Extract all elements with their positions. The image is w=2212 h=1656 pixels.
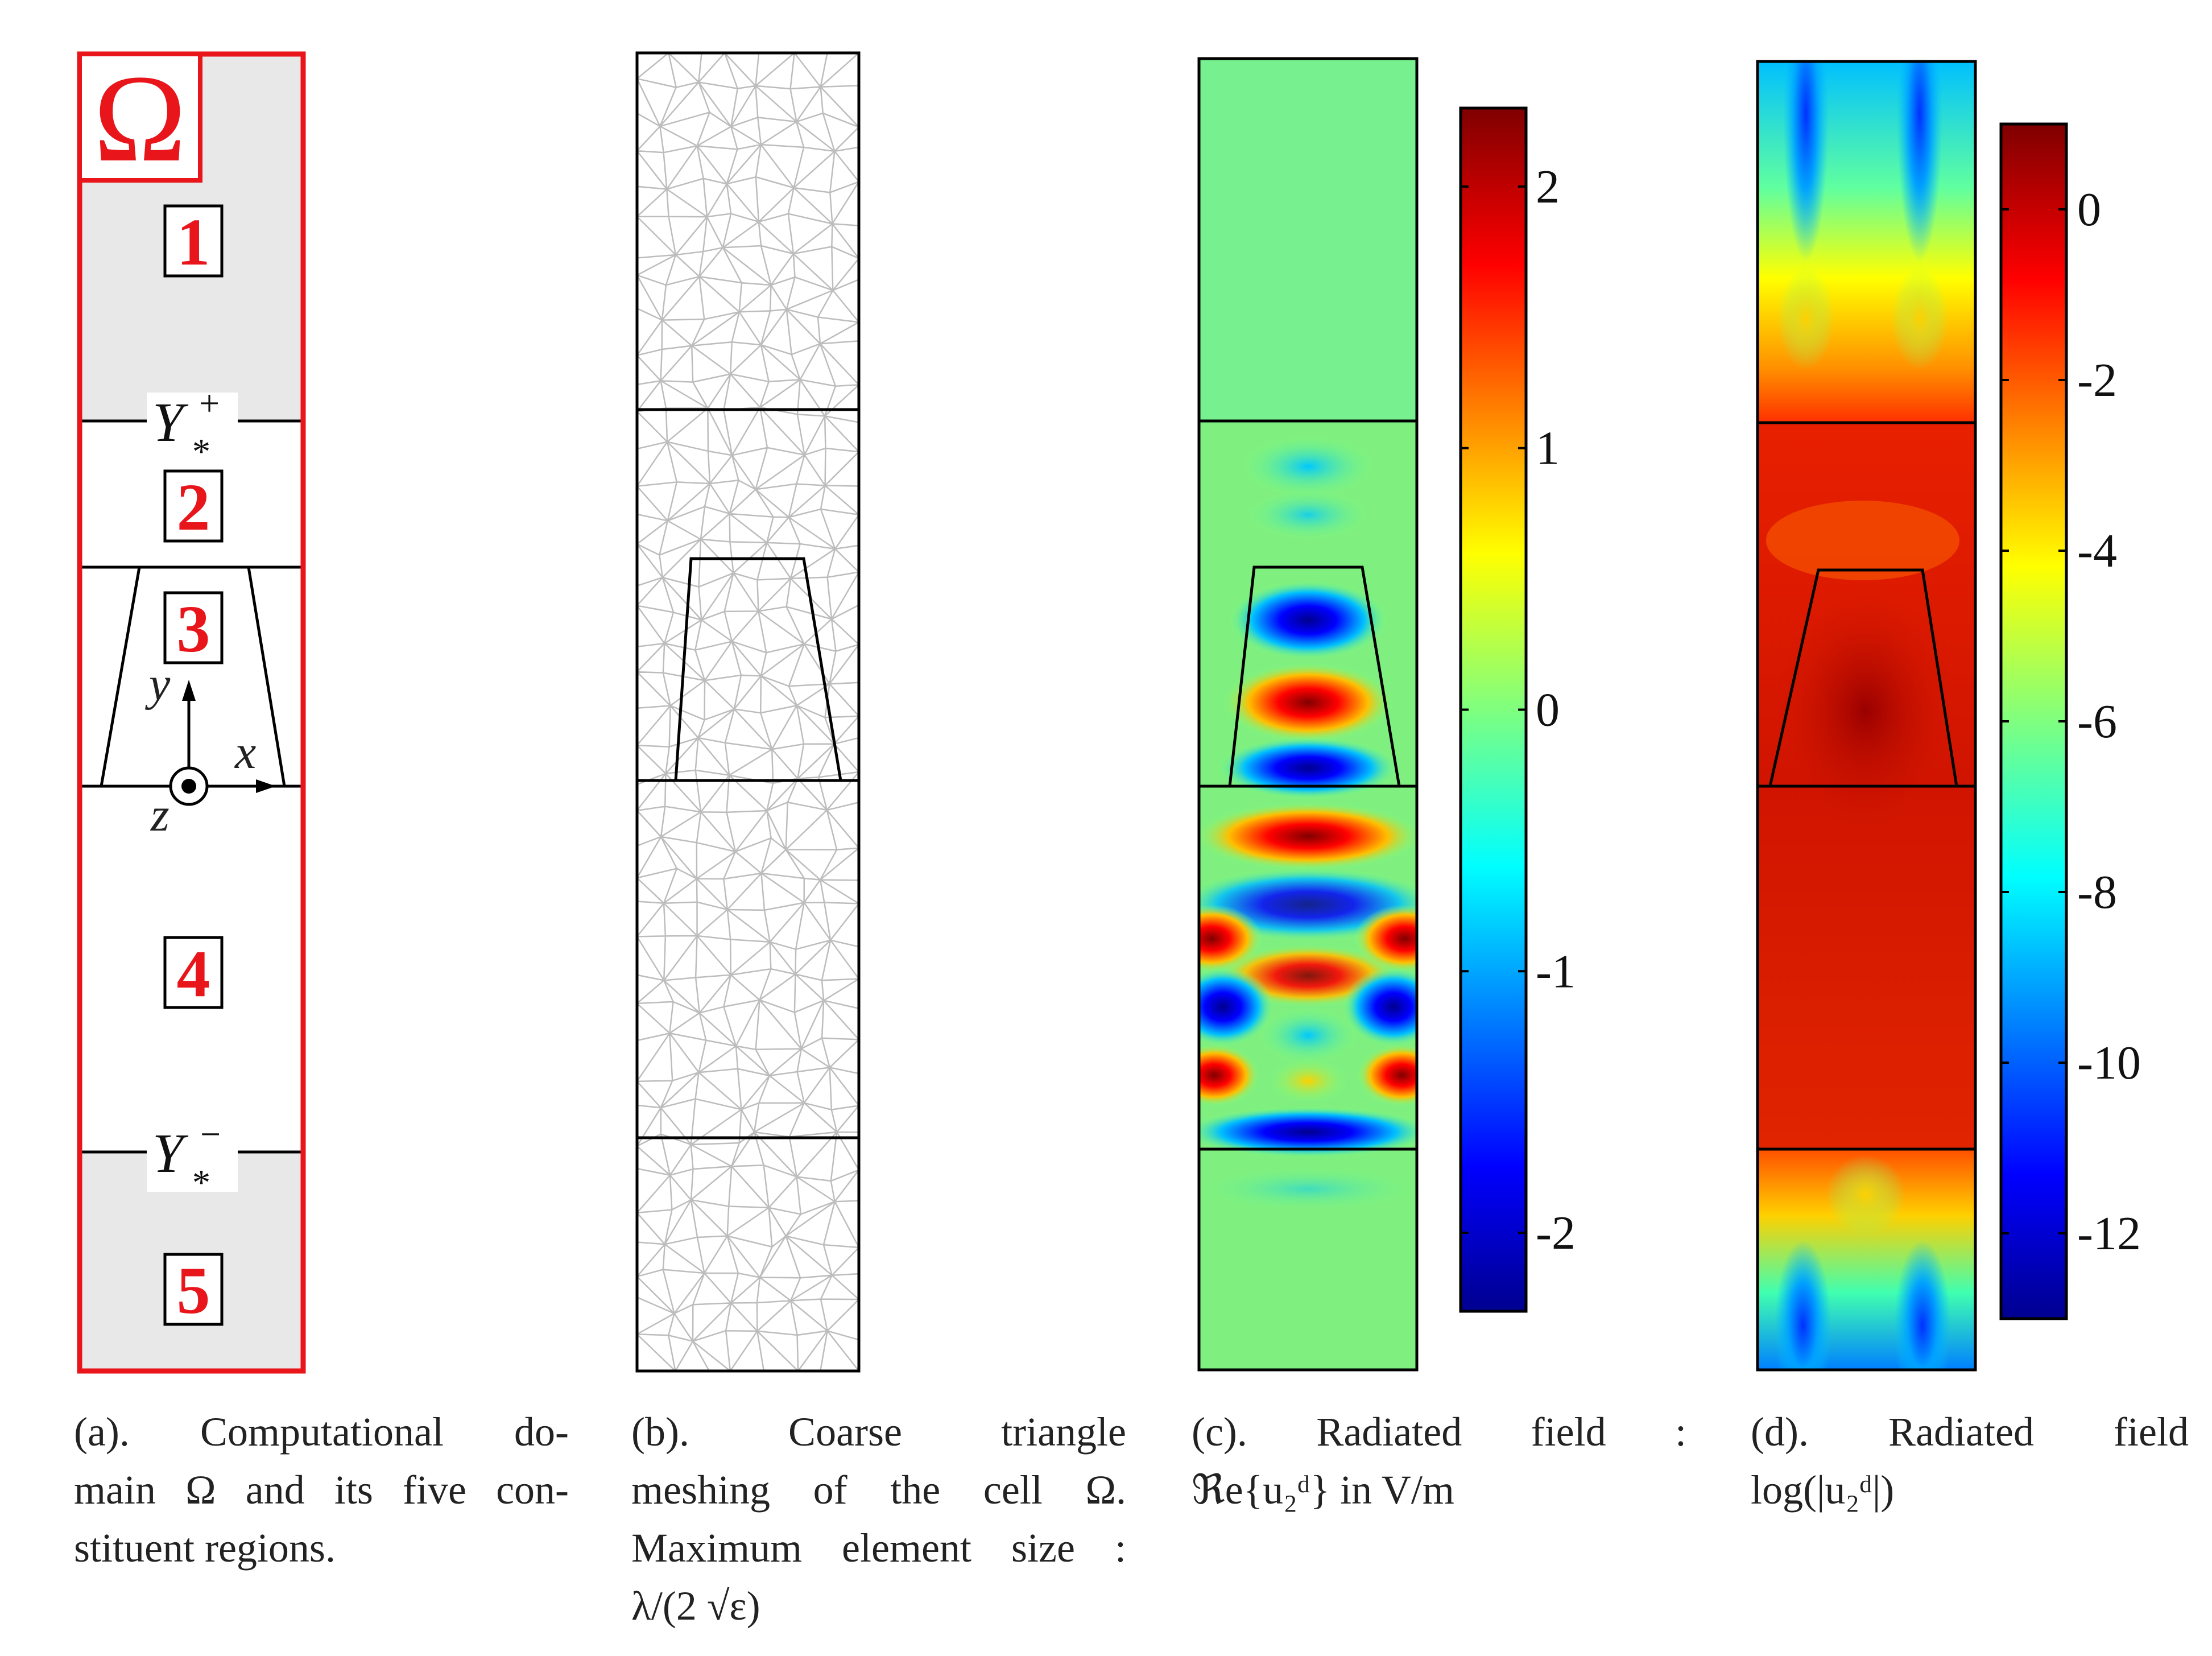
field-c-wave-3	[1223, 663, 1394, 742]
caption-b-line-1: (b). Coarse triangle	[631, 1409, 1126, 1455]
colorbar-d-tick-label: -4	[2077, 525, 2117, 577]
axis-z-label: z	[150, 788, 169, 841]
colorbar-d-tick-label: -10	[2077, 1036, 2141, 1089]
colorbar-d-tick-label: 0	[2077, 183, 2101, 236]
field-d-core	[1769, 580, 1962, 842]
colorbar-d	[1999, 122, 2068, 1320]
colorbar-d-tick-label: -6	[2077, 695, 2117, 748]
colorbar-d-tick-label: -2	[2077, 354, 2117, 407]
svg-text:Y: Y	[152, 392, 189, 453]
svg-text:4: 4	[177, 936, 210, 1011]
svg-text:1: 1	[177, 205, 210, 279]
colorbar-c-tick-label: -2	[1536, 1207, 1576, 1259]
colorbar-c-tick-label: 2	[1536, 160, 1560, 213]
caption-d-line-2: log(|u₂ᵈ|)	[1751, 1467, 1895, 1513]
y-plus-label: Y + *	[147, 383, 238, 472]
region-label-3: 3	[163, 591, 224, 666]
mesh-border	[635, 51, 861, 1373]
colorbar-c-tick-label: 0	[1536, 684, 1560, 737]
svg-text:2: 2	[177, 470, 210, 544]
axis-x-label: x	[234, 726, 256, 779]
colorbar-d-ticks: 0 -2 -4 -6 -8 -10 -12	[2001, 183, 2141, 1260]
region-label-5: 5	[163, 1253, 224, 1328]
svg-text:Y: Y	[152, 1123, 189, 1184]
region-label-4: 4	[163, 936, 224, 1011]
caption-d-line-1: (d). Radiated field	[1751, 1409, 2189, 1455]
caption-a-line-1: (a). Computational do-	[74, 1409, 569, 1455]
axis-y-label: y	[144, 658, 171, 711]
field-c-trapezoid	[1228, 565, 1401, 787]
field-d-trapezoid	[1768, 568, 1958, 787]
panel-d-field: 0 -2 -4 -6 -8 -10 -12	[1756, 60, 2141, 1372]
omega-box	[77, 52, 202, 183]
panel-b-mesh	[635, 51, 861, 1373]
caption-b-line-3: Maximum element size :	[631, 1525, 1126, 1571]
colorbar-d-tick-label: -12	[2077, 1207, 2141, 1260]
field-c-border	[1197, 57, 1419, 1372]
colorbar-c-tick-label: -1	[1536, 945, 1576, 998]
caption-c-line-2: ℜe{u₂ᵈ} in V/m	[1192, 1467, 1454, 1513]
mesh-trapezoid	[674, 557, 842, 781]
svg-text:−: −	[200, 1114, 221, 1154]
panel-a-domain: Ω 1 2 3 4 5 Y + * Y −	[77, 49, 306, 1374]
field-c-wave-2	[1229, 580, 1388, 660]
caption-b: (b). Coarse triangle meshing of the cell…	[631, 1403, 1126, 1635]
svg-text:*: *	[192, 1162, 210, 1203]
colorbar-c-tick-label: 1	[1536, 422, 1560, 475]
caption-c: (c). Radiated field : ℜe{u₂ᵈ} in V/m	[1192, 1403, 1686, 1519]
svg-text:*: *	[192, 431, 210, 472]
panel-c-field: 2 1 0 -1 -2	[1197, 57, 1576, 1372]
field-c-wave-5	[1199, 802, 1417, 870]
colorbar-d-tick-label: -8	[2077, 866, 2117, 919]
omega-symbol: Ω	[93, 49, 187, 188]
svg-text:+: +	[199, 383, 220, 423]
colorbar-c	[1459, 106, 1528, 1313]
svg-text:5: 5	[177, 1253, 210, 1328]
caption-d: (d). Radiated field log(|u₂ᵈ|)	[1751, 1403, 2189, 1519]
caption-c-line-1: (c). Radiated field :	[1192, 1409, 1686, 1455]
caption-b-line-4: λ/(2 √ε)	[631, 1583, 760, 1629]
field-c-wave-1	[1240, 435, 1376, 498]
y-minus-label: Y − *	[147, 1114, 238, 1203]
field-d-border	[1756, 60, 1977, 1372]
caption-a: (a). Computational do- main Ω and its fi…	[74, 1403, 569, 1577]
caption-a-line-2: main Ω and its five con-	[74, 1467, 569, 1513]
caption-a-line-3: stituent regions.	[74, 1525, 336, 1571]
caption-b-line-2: meshing of the cell Ω.	[631, 1467, 1126, 1513]
region-label-1: 1	[163, 204, 224, 279]
colorbar-c-ticks: 2 1 0 -1 -2	[1461, 160, 1576, 1259]
trapezoid-outline	[100, 565, 286, 787]
axes-triad: y x z	[144, 658, 276, 841]
field-c-wave-4	[1217, 737, 1399, 799]
region-label-2: 2	[163, 469, 224, 544]
svg-text:3: 3	[177, 592, 210, 666]
